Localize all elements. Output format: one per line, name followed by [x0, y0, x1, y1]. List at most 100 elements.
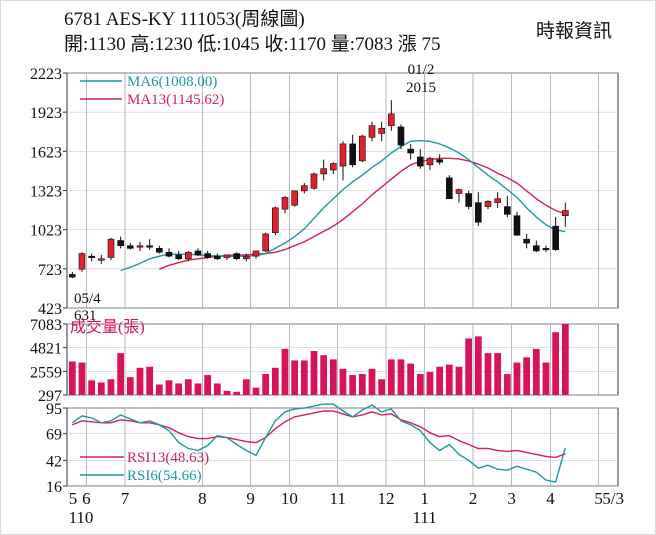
price-axis-tick-label: 1323: [30, 184, 62, 201]
x-year-label: 111: [413, 508, 437, 527]
x-month-label: 1: [420, 489, 429, 508]
volume-bar: [455, 366, 463, 395]
volume-bar: [339, 368, 347, 395]
candle-body: [98, 258, 105, 261]
candle-body: [175, 254, 182, 260]
volume-axis-tick-label: 7083: [30, 317, 62, 334]
candle-body: [542, 248, 550, 251]
candle-body: [262, 233, 269, 252]
volume-bar: [78, 362, 86, 395]
volume-axis-tick-label: 2559: [30, 364, 62, 381]
volume-bar: [397, 359, 405, 395]
low-value-annotation: 631: [74, 308, 97, 324]
volume-bar: [155, 384, 163, 395]
x-month-label: 5: [594, 489, 603, 508]
x-month-label: 12: [378, 489, 395, 508]
candle-body: [146, 245, 153, 248]
volume-bar: [416, 374, 424, 395]
candle-body: [455, 189, 463, 194]
volume-bar: [310, 351, 318, 395]
volume-bar: [445, 364, 453, 395]
candle-body: [291, 190, 298, 206]
candle-body: [185, 251, 192, 260]
volume-bar: [358, 374, 366, 395]
candle-body: [204, 253, 211, 258]
candle-body: [436, 159, 443, 163]
rsi-axis-tick-label: 69: [46, 427, 62, 444]
candle-body: [513, 215, 521, 236]
volume-bar: [320, 355, 328, 395]
candle-body: [562, 210, 569, 216]
candle-body: [117, 240, 124, 247]
candle-body: [417, 156, 424, 167]
candle-body: [127, 245, 134, 249]
x-month-label: 5: [69, 489, 78, 508]
volume-bar: [465, 338, 473, 395]
volume-bar: [378, 379, 386, 395]
x-year-label: 110: [69, 508, 94, 527]
rsi13-legend-label: RSI13(48.63): [127, 450, 209, 466]
price-axis-tick-label: 1023: [30, 223, 62, 240]
candle-body: [156, 248, 163, 253]
candle-body: [78, 253, 86, 270]
x-month-label: 6: [82, 489, 91, 508]
candle-body: [475, 202, 482, 223]
volume-bar: [300, 360, 308, 395]
volume-bar: [107, 379, 115, 395]
rsi6-legend-label: RSI6(54.66): [127, 468, 202, 484]
volume-bar: [329, 359, 337, 395]
data-source-label: 時報資訊: [536, 21, 613, 42]
candle-body: [301, 185, 308, 192]
candle-body: [552, 225, 559, 250]
volume-bar: [126, 377, 134, 395]
volume-bar: [242, 379, 250, 395]
candle-body: [359, 135, 366, 162]
candle-body: [136, 245, 144, 248]
candle-body: [252, 250, 260, 257]
candle-body: [397, 126, 405, 146]
x-month-label: 10: [281, 489, 298, 508]
volume-bar: [484, 353, 492, 395]
volume-bar: [494, 353, 502, 395]
candle-body: [446, 177, 453, 200]
ma13-legend-label: MA13(1145.62): [127, 92, 224, 108]
volume-bar: [194, 383, 202, 395]
volume-bar: [542, 362, 550, 395]
volume-bar: [552, 332, 560, 395]
volume-bar: [291, 360, 299, 395]
volume-bar: [426, 371, 434, 395]
volume-bar: [349, 375, 357, 395]
x-month-label: 2: [469, 489, 478, 508]
candle-body: [272, 207, 279, 233]
rsi-axis-tick-label: 16: [46, 479, 62, 496]
candle-body: [281, 197, 289, 210]
high-value-annotation: 2015: [406, 80, 436, 96]
candle-body: [494, 198, 501, 203]
price-axis-tick-label: 1923: [30, 105, 62, 122]
price-axis-tick-label: 1623: [30, 144, 62, 161]
candle-body: [320, 168, 327, 175]
candle-body: [223, 254, 231, 258]
candle-body: [107, 238, 115, 258]
candle-body: [88, 255, 95, 258]
volume-bar: [175, 383, 183, 395]
x-month-label: 7: [121, 489, 130, 508]
price-axis-tick-label: 723: [38, 262, 62, 279]
volume-axis-tick-label: 297: [38, 388, 62, 405]
candle-body: [533, 245, 540, 252]
volume-bar: [561, 324, 569, 395]
candle-body: [165, 251, 173, 257]
volume-bar: [387, 359, 395, 395]
price-axis-tick-label: 2223: [30, 66, 62, 83]
volume-bar: [532, 348, 540, 395]
volume-bar: [146, 366, 154, 395]
rsi-axis-tick-label: 42: [46, 453, 62, 470]
candle-body: [349, 143, 356, 166]
volume-bar: [204, 375, 212, 395]
volume-label: 成交量(張): [70, 318, 145, 336]
rsi13-line: [72, 410, 566, 459]
candle-body: [504, 206, 511, 215]
volume-bar: [184, 379, 192, 395]
candle-body: [465, 193, 472, 207]
